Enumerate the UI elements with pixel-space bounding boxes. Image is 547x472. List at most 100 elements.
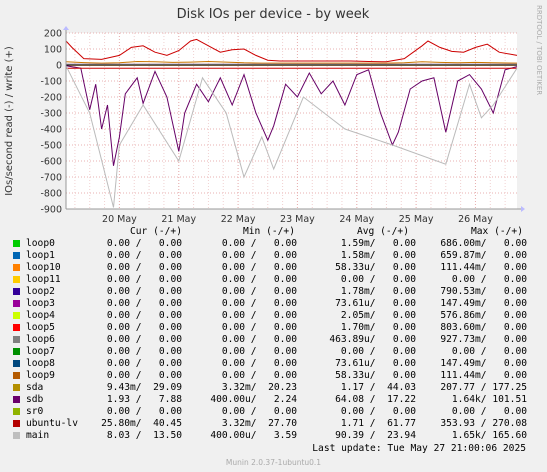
legend-swatch — [13, 372, 20, 379]
legend-swatch — [13, 252, 20, 259]
y-tick-label: -800 — [40, 189, 62, 200]
y-tick-label: 100 — [44, 45, 62, 56]
legend-min: 0.00 / 0.00 — [221, 346, 297, 357]
legend-max: 111.44m/ 0.00 — [440, 370, 527, 381]
munin-version: Munin 2.0.37-1ubuntu0.1 — [225, 458, 322, 467]
legend-row-loop3: loop3 0.00 / 0.00 0.00 / 0.00 73.61u/ 0.00 1… — [0, 298, 547, 310]
legend-name: loop4 — [26, 310, 55, 321]
legend-min: 3.32m/ 27.70 — [221, 418, 297, 429]
legend-cur: 0.00 / 0.00 — [106, 370, 182, 381]
legend-swatch — [13, 312, 20, 319]
y-tick-label: -600 — [40, 157, 62, 168]
legend-min: 0.00 / 0.00 — [221, 322, 297, 333]
legend-min: 0.00 / 0.00 — [221, 334, 297, 345]
legend-name: loop7 — [26, 346, 55, 357]
legend-name: loop1 — [26, 250, 55, 261]
legend-avg: 1.70m/ 0.00 — [340, 322, 416, 333]
legend-name: sr0 — [26, 406, 44, 417]
legend-row-loop10: loop10 0.00 / 0.00 0.00 / 0.00 58.33u/ 0.00… — [0, 262, 547, 274]
legend-avg: 1.71 / 61.77 — [340, 418, 416, 429]
legend-max: 111.44m/ 0.00 — [440, 262, 527, 273]
legend-swatch — [13, 384, 20, 391]
header-max: Max (-/+) — [471, 226, 523, 237]
legend-max: 1.64k/ 101.51 — [451, 394, 527, 405]
x-tick-label: 20 May — [102, 214, 137, 225]
legend-avg: 73.61u/ 0.00 — [335, 298, 416, 309]
legend-max: 353.93 / 270.08 — [440, 418, 527, 429]
x-axis-arrow — [521, 206, 525, 212]
y-tick-label: -100 — [40, 77, 62, 88]
legend-name: sda — [26, 382, 44, 393]
x-tick-label: 25 May — [399, 214, 434, 225]
legend-min: 0.00 / 0.00 — [221, 310, 297, 321]
legend-name: sdb — [26, 394, 44, 405]
legend-name: main — [26, 430, 50, 441]
legend-avg: 1.59m/ 0.00 — [340, 238, 416, 249]
legend-row-sr0: sr0 0.00 / 0.00 0.00 / 0.00 0.00 / 0.00 0.00… — [0, 406, 547, 418]
legend-min: 0.00 / 0.00 — [221, 238, 297, 249]
legend-max: 686.00m/ 0.00 — [440, 238, 527, 249]
legend-name: loop6 — [26, 334, 55, 345]
legend-avg: 0.00 / 0.00 — [340, 346, 416, 357]
legend-max: 0.00 / 0.00 — [451, 346, 527, 357]
legend-name: loop9 — [26, 370, 55, 381]
legend-cur: 0.00 / 0.00 — [106, 322, 182, 333]
legend-cur: 9.43m/ 29.09 — [106, 382, 182, 393]
legend-max: 207.77 / 177.25 — [440, 382, 527, 393]
legend-swatch — [13, 288, 20, 295]
legend-avg: 463.89u/ 0.00 — [329, 334, 416, 345]
legend-max: 147.49m/ 0.00 — [440, 298, 527, 309]
legend-min: 0.00 / 0.00 — [221, 298, 297, 309]
legend-row-loop7: loop7 0.00 / 0.00 0.00 / 0.00 0.00 / 0.00 0.… — [0, 346, 547, 358]
legend-avg: 64.08 / 17.22 — [335, 394, 416, 405]
series-main-read — [65, 65, 518, 208]
legend-header: Cur (-/+) Min (-/+) Avg (-/+) Max (-/+) — [0, 226, 547, 238]
legend-name: loop3 — [26, 298, 55, 309]
legend-row-ubuntu-lv: ubuntu-lv 25.80m/ 40.45 3.32m/ 27.70 1.71 /… — [0, 418, 547, 430]
legend-min: 0.00 / 0.00 — [221, 274, 297, 285]
legend-cur: 0.00 / 0.00 — [106, 274, 182, 285]
y-tick-label: 0 — [56, 61, 62, 72]
legend-cur: 25.80m/ 40.45 — [101, 418, 182, 429]
legend-cur: 0.00 / 0.00 — [106, 238, 182, 249]
x-tick-label: 22 May — [221, 214, 256, 225]
legend-avg: 1.17 / 44.03 — [340, 382, 416, 393]
legend-avg: 1.78m/ 0.00 — [340, 286, 416, 297]
rrdtool-credit: RRDTOOL / TOBI OETIKER — [535, 5, 543, 95]
legend-min: 3.32m/ 20.23 — [221, 382, 297, 393]
legend-name: loop2 — [26, 286, 55, 297]
legend-max: 659.87m/ 0.00 — [440, 250, 527, 261]
legend-name: loop5 — [26, 322, 55, 333]
legend-avg: 73.61u/ 0.00 — [335, 358, 416, 369]
legend-min: 0.00 / 0.00 — [221, 286, 297, 297]
legend-row-loop4: loop4 0.00 / 0.00 0.00 / 0.00 2.05m/ 0.00 57… — [0, 310, 547, 322]
legend-swatch — [13, 336, 20, 343]
legend-min: 400.00u/ 2.24 — [210, 394, 297, 405]
last-update: Last update: Tue May 27 21:00:06 2025 — [312, 443, 526, 454]
legend-swatch — [13, 300, 20, 307]
legend-min: 0.00 / 0.00 — [221, 370, 297, 381]
series-sda-write — [65, 60, 518, 64]
x-tick-label: 23 May — [280, 214, 315, 225]
legend-max: 927.73m/ 0.00 — [440, 334, 527, 345]
legend-swatch — [13, 348, 20, 355]
legend-cur: 0.00 / 0.00 — [106, 250, 182, 261]
legend-name: loop0 — [26, 238, 55, 249]
chart: 200 100 0 -100 -200 -300 -400 -500 -600 -700 -800 -… — [4, 5, 543, 225]
legend-min: 0.00 / 0.00 — [221, 406, 297, 417]
y-axis-label: IOs/second read (-) / write (+) — [4, 46, 15, 196]
y-tick-label: 200 — [44, 29, 62, 40]
legend-cur: 0.00 / 0.00 — [106, 298, 182, 309]
y-tick-label: -500 — [40, 141, 62, 152]
legend-max: 803.60m/ 0.00 — [440, 322, 527, 333]
legend-name: loop8 — [26, 358, 55, 369]
legend-min: 0.00 / 0.00 — [221, 250, 297, 261]
legend-cur: 0.00 / 0.00 — [106, 358, 182, 369]
legend-max: 790.53m/ 0.00 — [440, 286, 527, 297]
legend-cur: 8.03 / 13.50 — [106, 430, 182, 441]
legend-avg: 58.33u/ 0.00 — [335, 370, 416, 381]
legend-avg: 90.39 / 23.94 — [335, 430, 416, 441]
legend-cur: 1.93 / 7.88 — [106, 394, 182, 405]
legend-row-sda: sda 9.43m/ 29.09 3.32m/ 20.23 1.17 / 44.03 2… — [0, 382, 547, 394]
legend-avg: 0.00 / 0.00 — [340, 274, 416, 285]
